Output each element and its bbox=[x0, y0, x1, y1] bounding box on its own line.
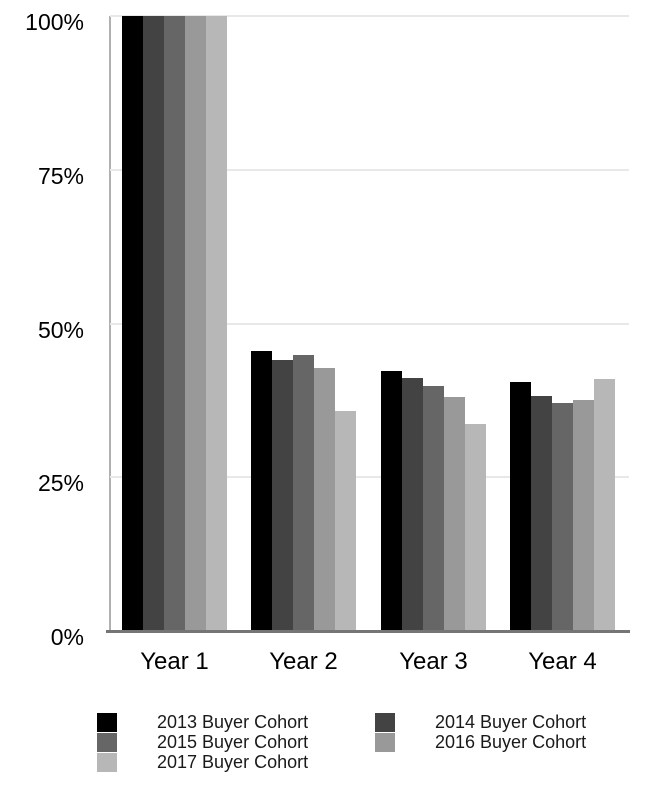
bar-group bbox=[510, 16, 615, 631]
legend-swatch bbox=[97, 752, 117, 772]
bar bbox=[423, 386, 444, 631]
bar-group bbox=[122, 16, 227, 631]
y-axis-tick-label: 75% bbox=[37, 162, 84, 189]
legend-item: 2016 Buyer Cohort bbox=[375, 732, 586, 752]
bar-group bbox=[251, 16, 356, 631]
bar bbox=[531, 396, 552, 631]
legend-label: 2017 Buyer Cohort bbox=[157, 752, 309, 772]
bar bbox=[402, 377, 423, 631]
bar bbox=[164, 16, 185, 631]
bar bbox=[293, 354, 314, 631]
bar bbox=[510, 381, 531, 631]
bar bbox=[465, 424, 486, 631]
bar bbox=[185, 16, 206, 631]
bar bbox=[381, 371, 402, 631]
bar bbox=[335, 410, 356, 631]
bar bbox=[251, 351, 272, 631]
bar bbox=[206, 16, 227, 631]
bar bbox=[272, 359, 293, 631]
bar bbox=[122, 16, 143, 631]
legend-item: 2015 Buyer Cohort bbox=[97, 732, 375, 752]
legend-label: 2016 Buyer Cohort bbox=[435, 732, 587, 752]
legend-swatch bbox=[97, 712, 117, 732]
legend-item: 2017 Buyer Cohort bbox=[97, 752, 375, 772]
y-axis-tick-label: 0% bbox=[50, 624, 84, 650]
plot-area bbox=[106, 15, 630, 633]
bar-group bbox=[381, 16, 486, 631]
x-axis-line bbox=[106, 630, 630, 633]
bar bbox=[594, 378, 615, 631]
legend-swatch bbox=[375, 732, 395, 752]
x-axis-category-label: Year 4 bbox=[528, 648, 597, 675]
legend-item: 2014 Buyer Cohort bbox=[375, 712, 586, 732]
x-axis-category-label: Year 3 bbox=[399, 648, 468, 675]
y-axis-tick-label: 50% bbox=[37, 316, 84, 343]
y-axis-tick-label: 25% bbox=[37, 470, 84, 497]
gridline bbox=[110, 15, 629, 17]
bar bbox=[143, 16, 164, 631]
legend-item: 2013 Buyer Cohort bbox=[97, 712, 375, 732]
legend-swatch bbox=[375, 712, 395, 732]
bar bbox=[314, 367, 335, 631]
y-axis-tick-label: 100% bbox=[25, 9, 84, 35]
legend-label: 2014 Buyer Cohort bbox=[435, 712, 587, 732]
gridline bbox=[110, 322, 629, 325]
legend-swatch bbox=[97, 732, 117, 752]
x-axis-category-label: Year 2 bbox=[269, 648, 338, 675]
gridline bbox=[110, 168, 629, 171]
chart-legend: 2013 Buyer Cohort 2014 Buyer Cohort 2015 B… bbox=[97, 712, 586, 772]
bar bbox=[552, 403, 573, 631]
gridline bbox=[110, 476, 629, 479]
x-axis-category-label: Year 1 bbox=[140, 648, 209, 675]
bar bbox=[444, 396, 465, 631]
legend-label: 2013 Buyer Cohort bbox=[157, 712, 309, 732]
bar bbox=[573, 399, 594, 631]
legend-label: 2015 Buyer Cohort bbox=[157, 732, 309, 752]
